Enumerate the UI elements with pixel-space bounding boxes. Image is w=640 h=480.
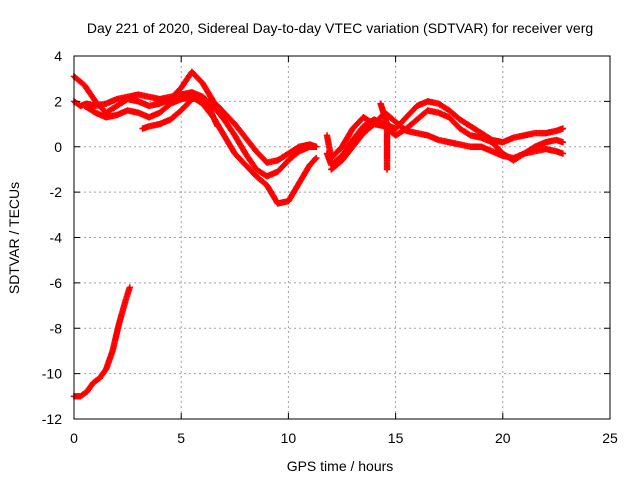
axis-ticks: 0 5 10 15 20 25 -12 -10 -8 -6 -4 -2 0 2 4 [42,48,618,446]
x-axis-label: GPS time / hours [287,458,394,474]
data-point-track-9 [383,166,391,173]
data-point-track-3 [312,156,319,163]
y-tick-label: -6 [50,275,63,291]
y-tick-label: -4 [50,230,63,246]
data-point-track-5 [126,284,133,291]
data-point-track-2 [313,143,320,150]
x-tick-label: 10 [281,430,297,446]
y-tick-label: 2 [54,93,62,109]
data-point-track-4 [214,123,221,130]
y-tick-label: -10 [42,366,62,382]
x-tick-label: 25 [602,430,618,446]
x-tick-label: 15 [388,430,404,446]
x-tick-label: 0 [70,430,78,446]
grid [74,56,610,419]
y-tick-label: 4 [54,48,62,64]
data-point-track-10 [383,120,391,128]
data-point-track-3 [313,154,320,162]
x-tick-label: 5 [177,430,185,446]
data-point-track-8 [559,150,567,157]
data-points [70,68,567,400]
data-point-track-6 [559,125,567,132]
x-tick-label: 20 [495,430,511,446]
y-tick-label: -12 [42,411,62,427]
chart-title: Day 221 of 2020, Sidereal Day-to-day VTE… [87,20,593,36]
y-tick-label: -8 [50,320,63,336]
y-tick-label: -2 [50,184,63,200]
y-tick-label: 0 [54,139,62,155]
y-axis-label: SDTVAR / TECUs [6,182,22,294]
data-point-track-7 [559,139,567,146]
